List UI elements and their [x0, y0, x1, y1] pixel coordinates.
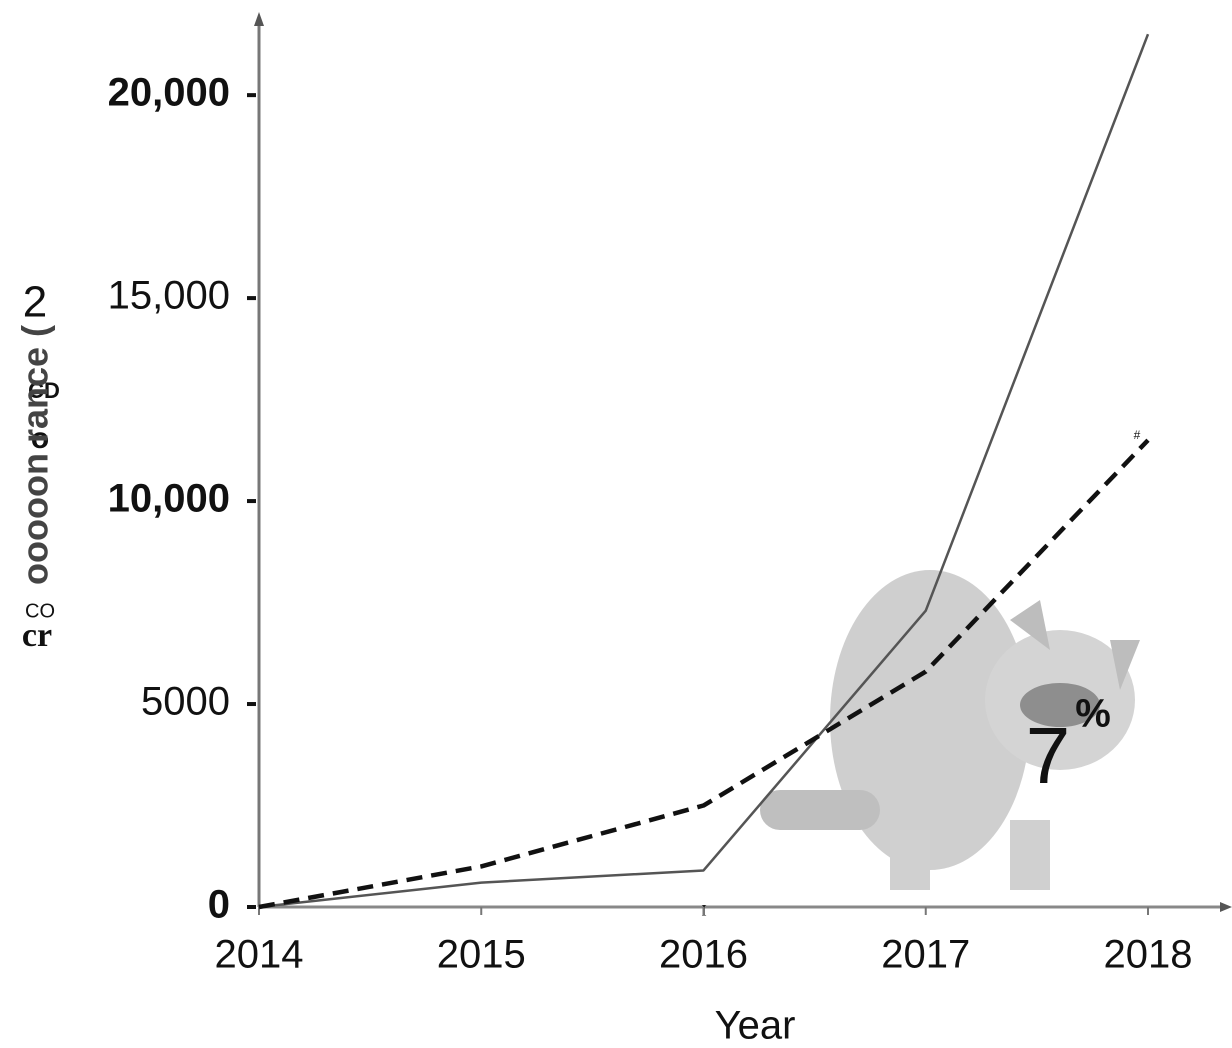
x-tick-label: 2014 — [215, 933, 304, 977]
y-tick-label: 10,000 — [108, 477, 230, 521]
y-tick-label: 5000 — [141, 680, 230, 724]
raccoon-illustration — [760, 570, 1140, 890]
y-label-piece: CO — [25, 600, 55, 622]
y-tick-label: 0 — [208, 883, 230, 927]
series-line — [258, 33, 1150, 909]
x-tick-label: 2017 — [881, 933, 970, 977]
y-label-piece: CD — [28, 378, 60, 403]
y-label-piece: 2 — [23, 278, 47, 327]
annotation: # — [1134, 428, 1141, 442]
x-tick-label: 2016 — [659, 933, 748, 977]
x-tick-label: 2015 — [437, 933, 526, 977]
x-axis-arrow — [1220, 902, 1232, 912]
annotation: % — [1075, 692, 1111, 736]
y-label-piece: o — [31, 422, 49, 455]
y-label-piece: cr — [22, 617, 52, 654]
series-line — [258, 438, 1150, 910]
annotation: 7 — [1026, 711, 1071, 800]
y-label-piece: ooooon rance ( — [15, 325, 56, 585]
y-tick-label: 20,000 — [108, 71, 230, 115]
x-axis-label: Year — [715, 1004, 796, 1048]
y-axis-arrow — [254, 12, 264, 26]
y-tick-label: 15,000 — [108, 274, 230, 318]
x-tick-label: 2018 — [1104, 933, 1193, 977]
